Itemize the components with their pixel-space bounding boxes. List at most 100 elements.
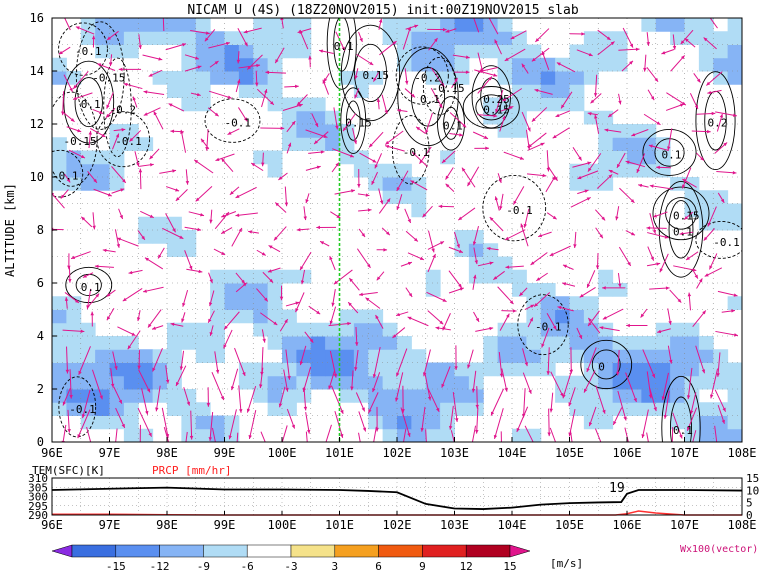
wind-vector-head [665,286,670,290]
wind-vector-head [227,95,232,99]
shade-cell [224,283,240,297]
wind-vector [396,170,409,192]
wind-vector-head [568,402,572,407]
wind-vector-head [720,198,725,203]
wind-vector-head [438,204,443,209]
wind-vector [223,311,240,330]
shade-cell [569,336,585,350]
colorbar-tick: -15 [106,560,126,573]
shade-cell [670,362,685,377]
contour-label: 0.1 [443,119,463,132]
wind-vector [281,425,288,442]
wind-vector-head [716,373,720,377]
x-tick-label: 100E [268,446,297,460]
shade-cell [569,84,585,98]
wind-vector-head [493,73,498,77]
wind-vector-head [62,401,67,406]
wind-vector [562,368,573,399]
shade-cell [411,44,427,59]
shade-cell [238,375,254,390]
x-tick-label: 98E [156,446,178,460]
shade-cell [123,44,139,59]
colorbar-cell [334,544,379,558]
wind-vector [427,230,435,253]
shade-cell [123,336,139,350]
wind-vector-head [158,57,163,61]
shade-cell [253,269,269,284]
wind-vector-head [246,408,251,413]
wind-vector-head [314,123,319,128]
wind-vector-head [672,45,677,50]
wind-vector-head [227,131,232,135]
shade-cell [425,415,441,430]
shade-cell [397,389,412,403]
shade-cell [425,31,441,45]
shade-cell [224,71,240,85]
shade-cell [382,336,398,350]
wind-vector-head [687,292,692,297]
contour-label: -0.1 [713,236,740,249]
wind-vector [77,409,91,439]
contour-ring [395,46,449,105]
contour-label: -0.15 [92,72,125,85]
shade-cell [181,97,197,112]
shade-cell [325,349,340,363]
wind-vector-head [78,370,82,375]
wind-vector-head [119,214,123,219]
shade-cell [167,243,182,257]
wind-vector-head [615,216,619,221]
wind-vector [642,349,656,379]
wind-vector-head [586,283,591,288]
wind-vector [261,347,264,376]
shade-cell [296,124,312,138]
shade-cell [353,336,369,350]
wind-vector [260,431,266,442]
wind-vector-head [172,228,176,233]
wind-vector [522,372,532,394]
wind-vector-head [568,432,572,437]
shade-cell [181,402,197,416]
x-tick-label: 105E [555,446,584,460]
wind-vector-head [560,392,564,397]
shade-cell [483,269,499,284]
wind-vector-head [680,40,685,45]
wind-vector-head [101,133,106,137]
wind-vector [368,392,379,414]
shade-cell [727,57,742,72]
sfc-x-tick-label: 101E [325,518,354,532]
wind-vector-head [65,369,70,374]
wind-vector-head [653,407,657,412]
wind-vector-head [309,338,314,343]
shade-cell [583,415,599,430]
wind-vector-head [719,113,724,118]
wind-vector [494,408,504,440]
wind-vector-head [709,394,714,399]
wind-vector [82,389,91,419]
wind-vector-head [599,326,604,330]
shade-cell [684,322,700,337]
wind-vector [714,425,718,442]
y-tick-label: 2 [37,382,44,396]
shade-cell [253,44,269,59]
wind-vector-head [136,317,141,322]
wind-vector-head [578,334,582,339]
shade-cell [655,362,671,377]
wind-vector-head [80,154,85,159]
wind-vector-head [67,265,71,270]
wind-vector-head [709,265,713,270]
shade-cell [282,110,297,125]
shade-cell [210,71,225,85]
wind-vector-head [494,39,498,44]
wind-vector-head [489,326,494,331]
wind-vector-head [221,251,226,255]
shade-cell [569,296,585,310]
wind-vector-head [195,56,199,60]
shade-cell [468,362,484,377]
x-tick-label: 107E [670,446,699,460]
wind-vector-head [396,187,400,192]
shade-cell [698,18,714,32]
shade-cell [540,57,556,72]
wind-vector-head [361,233,366,237]
shade-cell [109,349,125,363]
shade-cell [698,428,714,442]
